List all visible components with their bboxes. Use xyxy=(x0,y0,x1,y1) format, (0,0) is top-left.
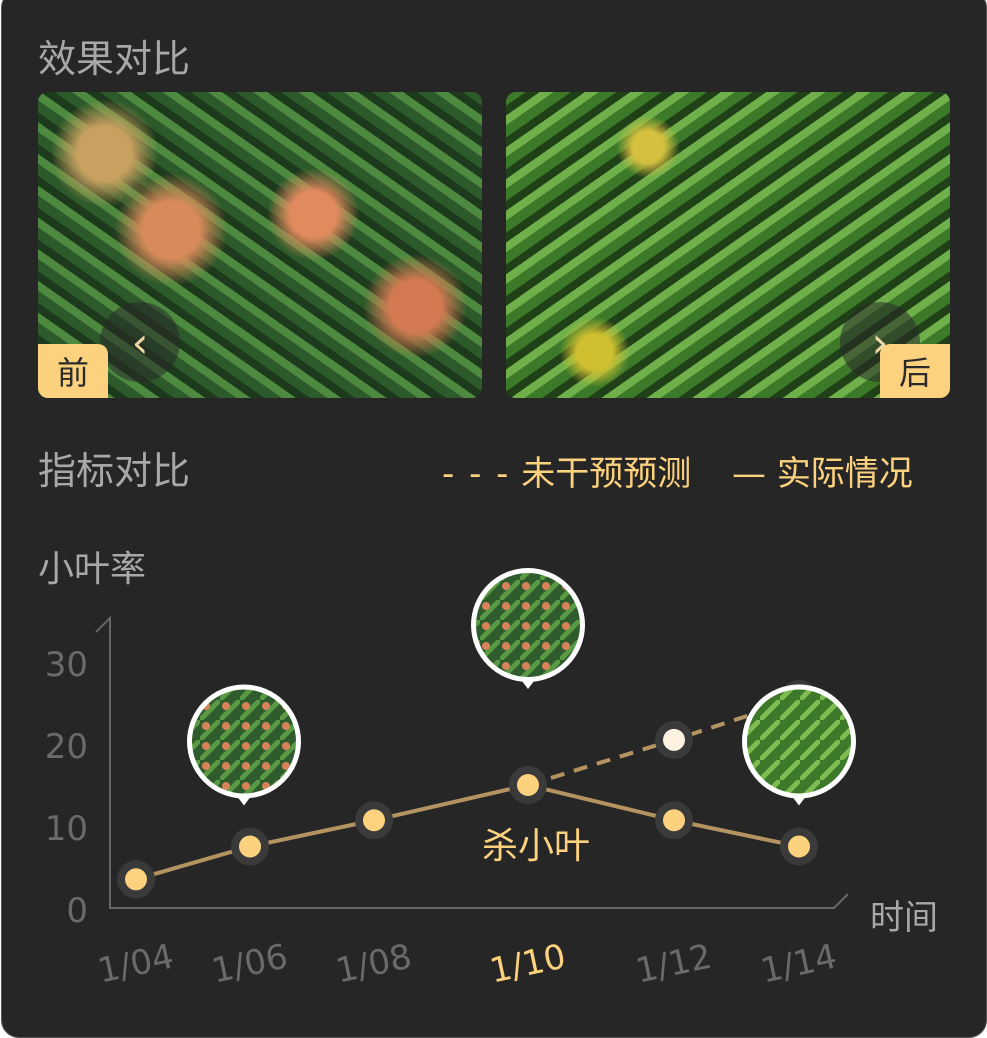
effect-comparison-title: 效果对比 xyxy=(38,37,191,81)
photo-marker[interactable] xyxy=(187,684,301,806)
x-tick-label: 1/12 xyxy=(632,937,715,992)
photo-marker[interactable] xyxy=(742,684,856,806)
y-axis-label: 小叶率 xyxy=(38,549,147,590)
actual-point xyxy=(125,868,147,891)
y-tick-label: 0 xyxy=(66,891,88,931)
actual-point xyxy=(663,809,685,832)
before-badge: 前 xyxy=(38,344,108,398)
x-tick-label: 1/10 xyxy=(486,937,569,992)
marker-photo xyxy=(747,689,851,794)
after-badge: 后 xyxy=(880,344,950,398)
actual-line xyxy=(135,782,800,882)
actual-point xyxy=(788,835,810,858)
marker-photo xyxy=(192,689,296,794)
annotation-label: 杀小叶 xyxy=(482,826,590,867)
metric-comparison-title: 指标对比 xyxy=(38,449,191,493)
actual-point xyxy=(363,809,385,832)
legend-predicted: - - - 未干预预测 xyxy=(442,454,692,494)
photo-marker[interactable] xyxy=(471,568,585,689)
y-tick-label: 20 xyxy=(45,727,88,767)
x-tick-label: 1/06 xyxy=(208,937,291,992)
x-axis-label: 时间 xyxy=(870,898,938,938)
y-tick-label: 30 xyxy=(45,645,88,685)
marker-photo xyxy=(476,573,580,677)
x-tick-label: 1/14 xyxy=(757,937,840,992)
predicted-point xyxy=(663,728,685,751)
before-photo[interactable]: ‹ 前 xyxy=(38,92,482,398)
legend-actual: — 实际情况 xyxy=(732,454,913,494)
x-tick-label: 1/04 xyxy=(94,937,177,992)
x-tick-label: 1/08 xyxy=(332,937,415,992)
chevron-left-icon[interactable]: ‹ xyxy=(100,302,180,382)
actual-point xyxy=(239,835,261,858)
after-photo[interactable]: › 后 xyxy=(506,92,950,398)
actual-point xyxy=(517,774,539,796)
y-tick-label: 10 xyxy=(45,809,88,849)
chart-axes xyxy=(95,615,849,909)
